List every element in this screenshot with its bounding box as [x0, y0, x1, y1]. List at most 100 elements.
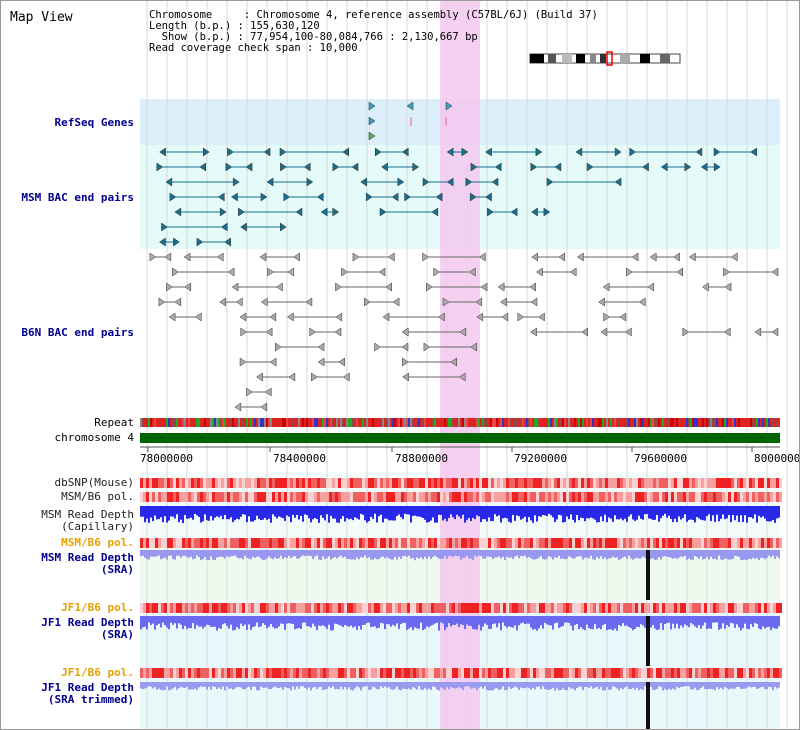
depth-mark: [660, 682, 662, 687]
repeat-mark: [588, 418, 590, 427]
depth-mark: [748, 506, 750, 518]
depth-mark: [312, 550, 314, 560]
track-label-jf1-pol-1[interactable]: JF1/B6 pol.: [61, 601, 134, 614]
pol-mark: [623, 603, 626, 613]
depth-mark: [560, 550, 562, 559]
pol-mark: [452, 668, 455, 678]
pol-mark: [167, 603, 170, 613]
pol-mark: [497, 492, 500, 502]
track-label-jf1-depth-trim[interactable]: JF1 Read Depth: [41, 681, 134, 694]
depth-mark: [436, 682, 438, 690]
pol-mark: [758, 603, 761, 613]
depth-mark: [446, 616, 448, 628]
pol-mark: [143, 492, 146, 502]
depth-mark: [334, 616, 336, 624]
repeat-mark: [540, 418, 542, 427]
pol-mark: [179, 478, 182, 488]
depth-mark: [238, 682, 240, 687]
track-label-b6n-bac[interactable]: B6N BAC end pairs: [21, 326, 134, 339]
depth-mark: [558, 616, 560, 628]
depth-mark: [696, 506, 698, 517]
depth-mark: [606, 550, 608, 560]
depth-mark: [750, 682, 752, 688]
depth-mark: [274, 682, 276, 687]
depth-mark: [494, 682, 496, 689]
depth-mark: [498, 616, 500, 624]
pol-mark: [653, 603, 656, 613]
pol-mark: [506, 492, 509, 502]
depth-mark: [526, 682, 528, 688]
repeat-mark: [474, 418, 476, 427]
depth-mark: [528, 550, 530, 557]
pol-mark: [254, 668, 257, 678]
depth-mark: [174, 616, 176, 624]
depth-mark: [566, 682, 568, 691]
depth-mark: [360, 506, 362, 514]
repeat-mark: [306, 418, 308, 427]
pol-mark: [389, 492, 392, 502]
pol-mark: [287, 492, 290, 502]
pol-mark: [575, 603, 578, 613]
pol-mark: [335, 603, 338, 613]
pol-mark: [338, 603, 341, 613]
depth-mark: [718, 506, 720, 522]
depth-mark: [470, 550, 472, 559]
depth-mark: [342, 682, 344, 690]
pol-mark: [167, 492, 170, 502]
pol-mark: [311, 478, 314, 488]
pol-mark: [533, 478, 536, 488]
pol-mark: [317, 668, 320, 678]
track-label-msm-pol-1[interactable]: MSM/B6 pol.: [61, 490, 134, 503]
depth-mark: [614, 550, 616, 558]
repeat-mark: [720, 418, 722, 427]
pol-mark: [320, 538, 323, 548]
depth-mark: [626, 506, 628, 522]
pol-mark: [344, 668, 347, 678]
pol-mark: [434, 478, 437, 488]
depth-mark: [556, 506, 558, 520]
pol-mark: [716, 603, 719, 613]
pol-mark: [236, 668, 239, 678]
track-label-msm-bac[interactable]: MSM BAC end pairs: [21, 191, 134, 204]
track-label-msm-depth-sra[interactable]: MSM Read Depth: [41, 551, 134, 564]
track-label-refseq[interactable]: RefSeq Genes: [54, 116, 134, 129]
feature-arrow: [614, 147, 622, 157]
track-label-msm-pol-2[interactable]: MSM/B6 pol.: [61, 536, 134, 549]
depth-mark: [146, 682, 148, 688]
track-label-msm-depth-cap[interactable]: MSM Read Depth: [41, 508, 134, 521]
repeat-mark: [362, 418, 364, 427]
feature-arrow: [468, 267, 476, 277]
depth-mark: [158, 616, 160, 624]
depth-mark: [586, 550, 588, 558]
pol-mark: [206, 668, 209, 678]
depth-mark: [186, 682, 188, 687]
depth-mark: [402, 550, 404, 557]
depth-mark: [424, 506, 426, 520]
depth-mark: [238, 550, 240, 559]
track-label-jf1-depth-sra[interactable]: JF1 Read Depth: [41, 616, 134, 629]
pol-mark: [668, 538, 671, 548]
depth-mark: [470, 682, 472, 689]
repeat-mark: [232, 418, 234, 427]
pol-mark: [353, 492, 356, 502]
track-label-chromosome[interactable]: chromosome 4: [54, 431, 134, 444]
depth-mark: [340, 550, 342, 556]
track-label-dbsnp[interactable]: dbSNP(Mouse): [54, 476, 134, 489]
pol-mark: [158, 668, 161, 678]
depth-mark: [578, 682, 580, 687]
track-label-repeat[interactable]: Repeat: [94, 416, 134, 429]
depth-mark: [402, 616, 404, 623]
depth-mark: [268, 682, 270, 689]
track-label-jf1-pol-2[interactable]: JF1/B6 pol.: [61, 666, 134, 679]
pol-mark: [443, 538, 446, 548]
pol-mark: [362, 492, 365, 502]
depth-mark: [696, 616, 698, 628]
feature-arrow: [194, 312, 202, 322]
depth-mark: [174, 550, 176, 560]
depth-mark: [546, 616, 548, 625]
depth-mark: [562, 550, 564, 559]
pol-mark: [647, 478, 650, 488]
depth-mark: [718, 682, 720, 690]
depth-mark: [654, 506, 656, 520]
